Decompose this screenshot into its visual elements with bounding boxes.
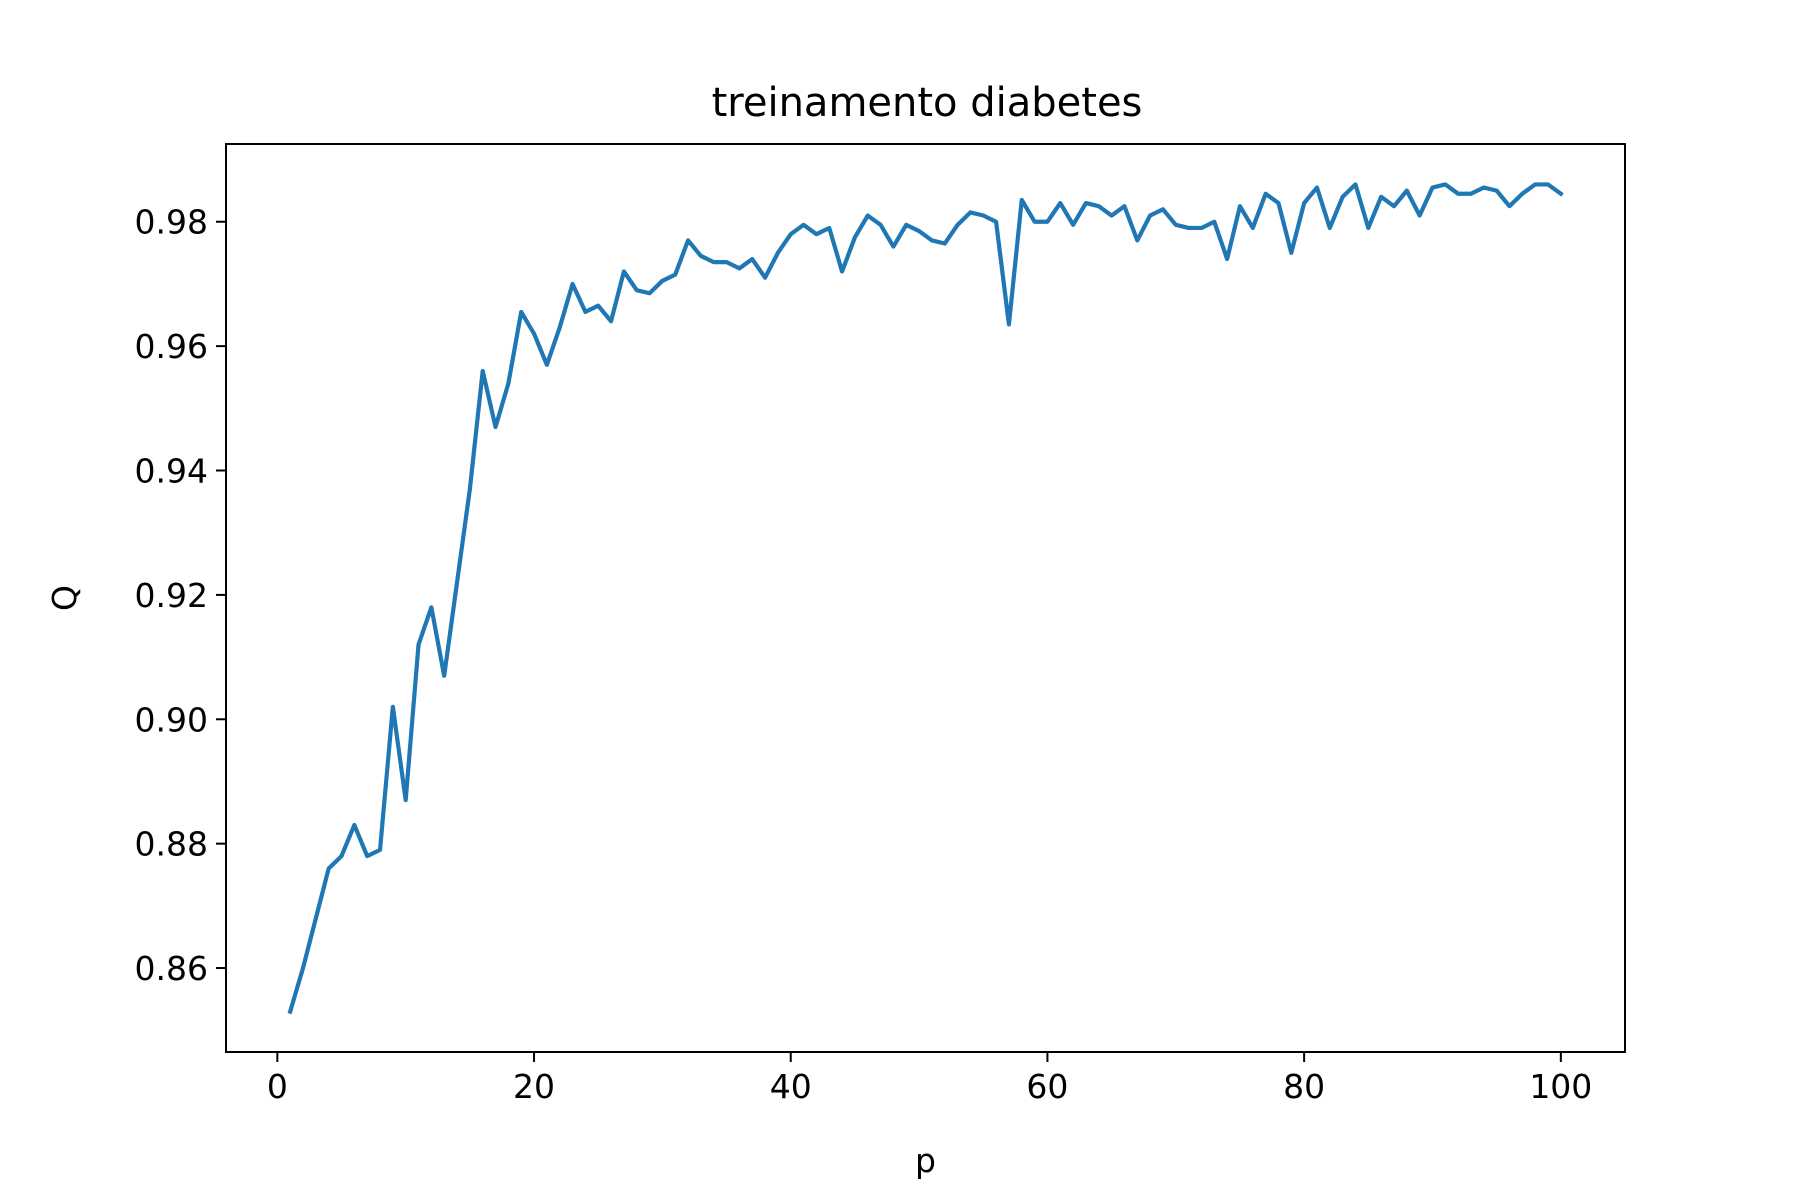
series-line [287, 182, 1564, 1015]
x-axis-ticks: 0 20 40 60 80 100 [267, 1052, 1592, 1106]
x-tick-label: 80 [1283, 1067, 1325, 1106]
y-tick-label: 0.88 [135, 825, 208, 864]
y-tick-label: 0.90 [135, 700, 208, 739]
x-tick-label: 40 [770, 1067, 812, 1106]
x-axis-label: p [915, 1141, 936, 1180]
chart-title: treinamento diabetes [712, 80, 1143, 126]
y-axis-label: Q [45, 585, 84, 611]
y-tick-label: 0.92 [135, 576, 208, 615]
plot-frame [225, 143, 1626, 1053]
x-tick-label: 0 [267, 1067, 288, 1106]
x-tick-label: 60 [1026, 1067, 1068, 1106]
y-tick-label: 0.94 [135, 452, 208, 491]
y-axis-ticks: 0.86 0.88 0.90 0.92 0.94 0.96 0.98 [135, 203, 226, 988]
y-tick-label: 0.96 [135, 327, 208, 366]
x-tick-label: 20 [513, 1067, 555, 1106]
y-tick-label: 0.98 [135, 203, 208, 242]
x-tick-label: 100 [1529, 1067, 1592, 1106]
y-tick-label: 0.86 [135, 949, 208, 988]
